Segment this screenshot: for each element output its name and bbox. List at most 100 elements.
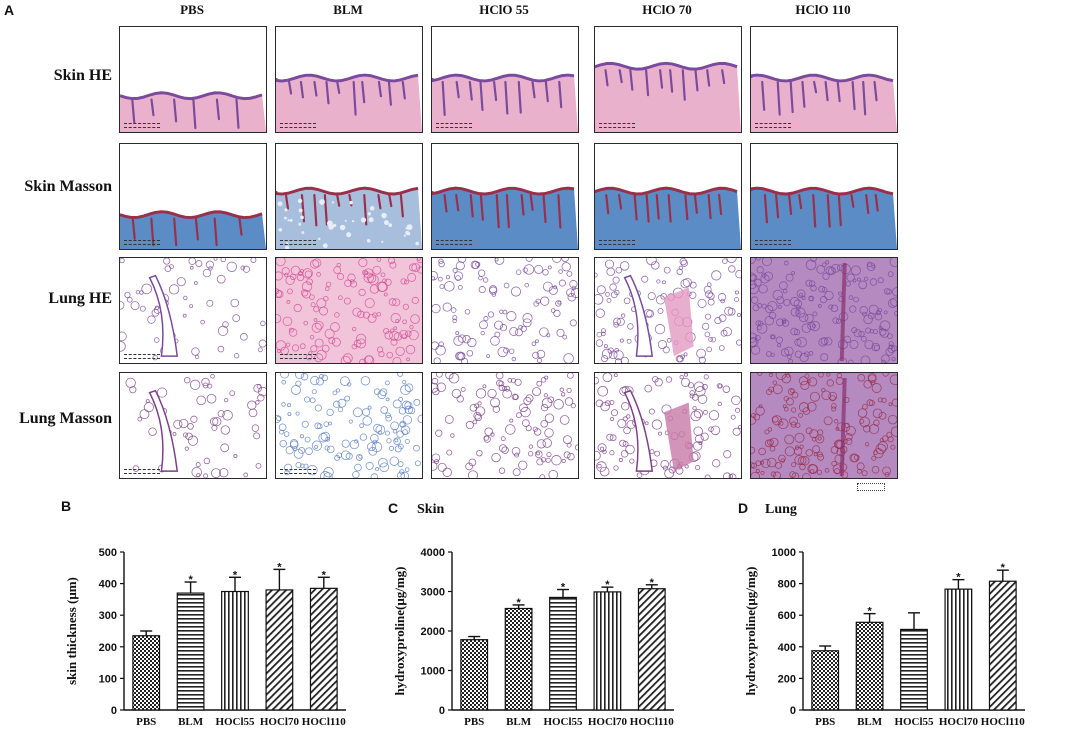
panel-b-letter: B xyxy=(61,498,72,514)
histology-image-skin-he-4 xyxy=(750,26,898,133)
category-label: PBS xyxy=(136,716,156,728)
histology-image-skin-masson-0 xyxy=(119,143,267,250)
histology-image-skin-masson-2 xyxy=(431,143,579,250)
category-label: BLM xyxy=(857,716,883,728)
y-tick-label: 100 xyxy=(99,673,117,685)
y-axis-label: hydroxyproline(μg/mg) xyxy=(743,567,758,696)
chart-c-title: Skin xyxy=(417,502,445,517)
histology-image-skin-he-2 xyxy=(431,26,579,133)
row-label-lung-he: Lung HE xyxy=(48,290,112,307)
y-tick-label: 500 xyxy=(99,547,117,559)
scale-bar xyxy=(124,354,160,359)
histology-image-lung-masson-4 xyxy=(750,372,898,479)
row-label-lung-masson: Lung Masson xyxy=(19,410,112,427)
scale-bar xyxy=(436,240,472,245)
column-header-hclo70: HClO 70 xyxy=(642,2,692,17)
bar-hocl110 xyxy=(309,587,338,711)
category-label: HOCl55 xyxy=(894,716,934,728)
bar-hocl110 xyxy=(988,580,1017,711)
y-axis-label: skin thickness (μm) xyxy=(64,577,79,685)
scale-bar xyxy=(124,240,160,245)
bar-blm xyxy=(176,592,205,711)
y-tick-label: 3000 xyxy=(421,587,445,599)
bar-blm xyxy=(855,621,884,711)
category-label: HOCl110 xyxy=(981,716,1026,728)
significance-star: * xyxy=(1001,562,1006,574)
histology-image-lung-he-2 xyxy=(431,257,579,364)
scale-bar xyxy=(280,354,316,359)
significance-star: * xyxy=(322,569,327,581)
scale-bar xyxy=(599,123,635,128)
histology-image-skin-masson-1 xyxy=(275,143,423,250)
bar-hocl70 xyxy=(944,588,973,711)
y-tick-label: 0 xyxy=(439,705,445,717)
column-header-hclo110: HClO 110 xyxy=(795,2,851,17)
scale-bar xyxy=(124,123,160,128)
panel-d-letter: D xyxy=(738,500,749,516)
histology-image-skin-he-3 xyxy=(594,26,742,133)
chart-lung-hydroxyproline: 0 200 400 600 800 1000 hydroxyproline(μg/mg) PB… xyxy=(735,522,1035,733)
significance-star: * xyxy=(867,606,872,618)
y-tick-label: 0 xyxy=(111,705,117,717)
significance-star: * xyxy=(233,569,238,581)
histology-image-lung-he-1 xyxy=(275,257,423,364)
bar-hocl55 xyxy=(221,590,249,711)
y-tick-label: 400 xyxy=(99,579,117,591)
significance-star: * xyxy=(650,577,655,589)
histology-image-lung-he-4 xyxy=(750,257,898,364)
scale-bar-marker xyxy=(857,483,885,491)
category-label: HOCl70 xyxy=(588,716,628,728)
significance-star: * xyxy=(561,582,566,594)
scale-bar xyxy=(436,123,472,128)
histology-image-lung-masson-0 xyxy=(119,372,267,479)
category-label: BLM xyxy=(178,716,204,728)
scale-bar xyxy=(755,240,791,245)
significance-star: * xyxy=(605,579,610,591)
y-tick-label: 0 xyxy=(790,705,796,717)
y-tick-label: 800 xyxy=(778,579,796,591)
category-label: HOCl55 xyxy=(215,716,255,728)
bar-hocl55 xyxy=(549,596,577,711)
bar-pbs xyxy=(811,650,840,711)
histology-image-lung-masson-2 xyxy=(431,372,579,479)
column-header-hclo55: HClO 55 xyxy=(479,2,529,17)
histology-image-skin-masson-4 xyxy=(750,143,898,250)
significance-star: * xyxy=(956,572,961,584)
histology-image-lung-he-3 xyxy=(594,257,742,364)
row-label-skin-masson: Skin Masson xyxy=(24,178,112,195)
category-label: HOCl110 xyxy=(302,716,347,728)
column-header-blm: BLM xyxy=(333,2,363,17)
scale-bar xyxy=(280,240,316,245)
y-tick-label: 4000 xyxy=(421,547,445,559)
category-label: HOCl55 xyxy=(543,716,583,728)
category-label: PBS xyxy=(464,716,484,728)
histology-image-lung-masson-3 xyxy=(594,372,742,479)
panel-a-letter: A xyxy=(4,2,15,18)
panel-c-letter: C xyxy=(388,500,399,516)
row-label-skin-he: Skin HE xyxy=(53,67,112,84)
category-label: HOCl70 xyxy=(260,716,300,728)
bar-hocl70 xyxy=(593,591,622,711)
histology-image-lung-he-0 xyxy=(119,257,267,364)
y-tick-label: 300 xyxy=(99,610,117,622)
bar-blm xyxy=(504,607,533,711)
category-label: BLM xyxy=(506,716,532,728)
scale-bar xyxy=(124,469,160,474)
histology-image-skin-masson-3 xyxy=(594,143,742,250)
y-tick-label: 1000 xyxy=(421,666,445,678)
scale-bar xyxy=(599,240,635,245)
significance-star: * xyxy=(188,574,193,586)
chart-d-title: Lung xyxy=(765,502,797,517)
chart-skin-hydroxyproline: 0 1000 2000 3000 4000 hydroxyproline(μg/mg) PB… xyxy=(384,522,684,733)
y-tick-label: 400 xyxy=(778,642,796,654)
bar-pbs xyxy=(132,635,161,711)
histology-image-skin-he-0 xyxy=(119,26,267,133)
category-label: PBS xyxy=(815,716,835,728)
chart-skin-thickness: 0 100 200 300 400 500 skin thickness (μm) PBS * B… xyxy=(56,522,356,733)
histology-image-lung-masson-1 xyxy=(275,372,423,479)
bar-hocl70 xyxy=(265,589,294,711)
scale-bar xyxy=(755,123,791,128)
y-axis-label: hydroxyproline(μg/mg) xyxy=(392,567,407,696)
column-header-pbs: PBS xyxy=(180,2,204,17)
y-tick-label: 600 xyxy=(778,610,796,622)
